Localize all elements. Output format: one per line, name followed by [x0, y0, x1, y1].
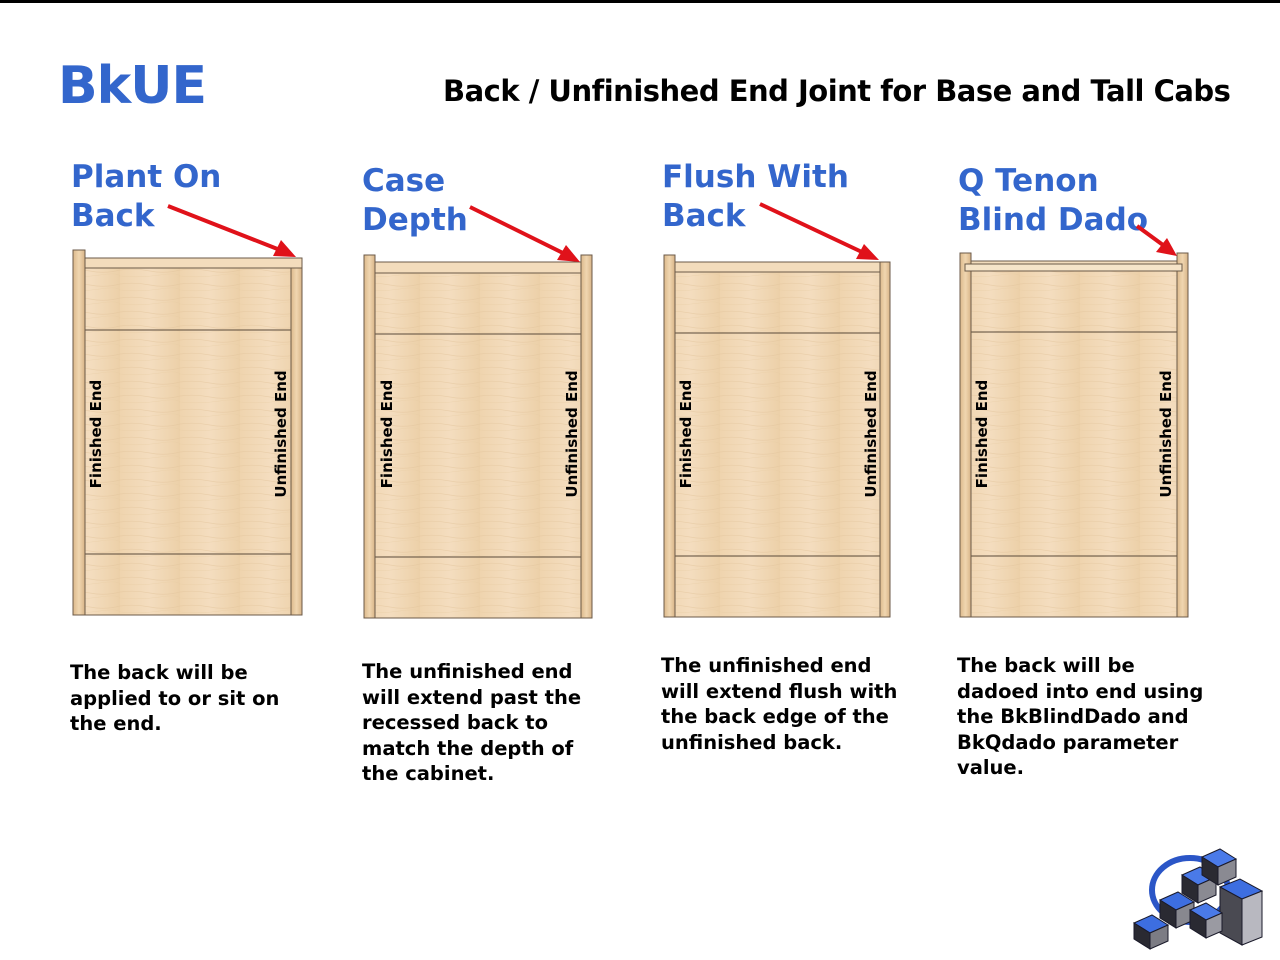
cabinet-q-tenon-blind-dado	[959, 252, 1189, 618]
arrow-head-4	[1156, 238, 1177, 256]
panel-3-title-line1: Flush With	[662, 159, 849, 195]
cabinet-case-depth	[363, 254, 593, 619]
panel-3-description: The unfinished end will extend flush wit…	[661, 654, 898, 754]
panel-4-title-line2: Blind Dado	[958, 202, 1149, 238]
panel-1-title: Plant On Back	[71, 158, 221, 236]
cabinet-plant-on-back	[72, 249, 303, 616]
panel-2-title-line2: Depth	[362, 202, 468, 238]
arrows	[167, 202, 1177, 262]
panel-1-description: The back will be applied to or sit on th…	[70, 661, 280, 735]
slide-title: Back / Unfinished End Joint for Base and…	[443, 74, 1231, 108]
arrow-head-1	[273, 240, 296, 257]
panel-3-title: Flush With Back	[662, 158, 849, 236]
unfinished-end-label-1: Unfinished End	[272, 370, 290, 497]
blue-cube-cluster-logo	[1132, 848, 1264, 950]
unfinished-end-label-3: Unfinished End	[862, 370, 880, 497]
panel-2-description: The unfinished end will extend past the …	[362, 660, 582, 785]
panel-3-title-line2: Back	[662, 198, 746, 234]
panel-2-title: Case Depth	[362, 162, 468, 240]
panel-2-title-line1: Case	[362, 163, 446, 199]
panel-1-title-line2: Back	[71, 198, 155, 234]
panel-4-title: Q Tenon Blind Dado	[958, 162, 1148, 240]
arrow-head-3	[856, 244, 879, 260]
panel-4-description: The back will be dadoed into end using t…	[957, 654, 1204, 779]
arrow-plant-on-back	[167, 204, 281, 252]
finished-end-label-2: Finished End	[378, 380, 396, 489]
arrow-case-depth	[469, 205, 566, 256]
top-rule	[0, 0, 1280, 3]
finished-end-label-4: Finished End	[973, 380, 991, 489]
panel-4-title-line1: Q Tenon	[958, 163, 1099, 199]
arrow-blind-dado	[1135, 224, 1165, 247]
unfinished-end-label-4: Unfinished End	[1157, 370, 1175, 497]
cabinet-flush-with-back	[663, 254, 891, 618]
slide-code: BkUE	[58, 56, 207, 116]
panel-1-title-line1: Plant On	[71, 159, 222, 195]
finished-end-label-3: Finished End	[677, 380, 695, 489]
arrow-head-2	[557, 245, 580, 262]
finished-end-label-1: Finished End	[87, 380, 105, 489]
unfinished-end-label-2: Unfinished End	[563, 370, 581, 497]
arrow-flush-with-back	[759, 202, 865, 255]
